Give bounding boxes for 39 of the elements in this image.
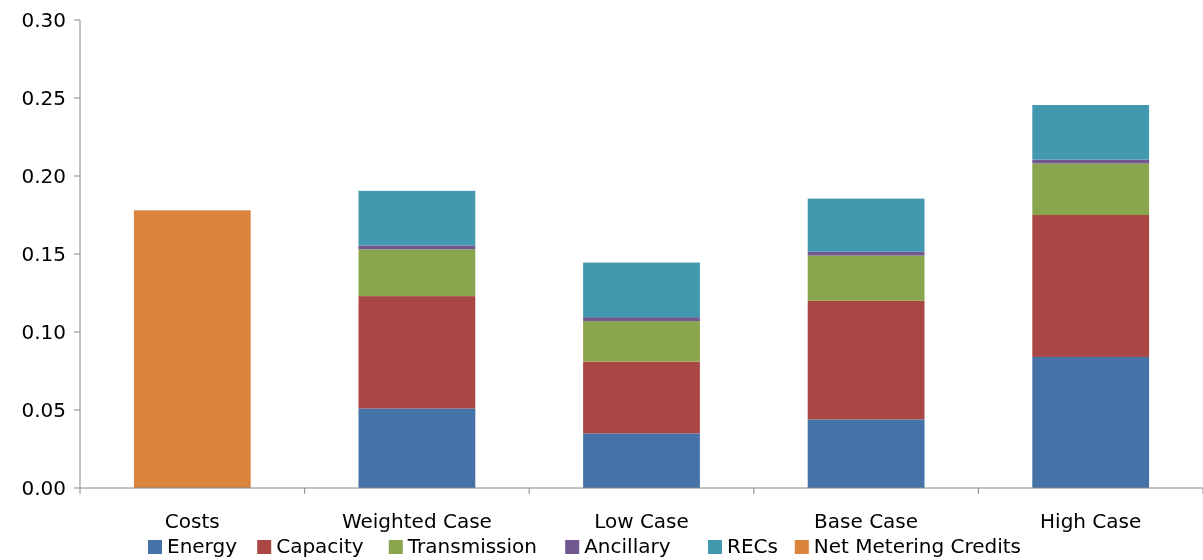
bar bbox=[583, 321, 700, 362]
bar bbox=[1032, 215, 1150, 357]
x-tick-label: Weighted Case bbox=[341, 509, 492, 533]
bar bbox=[1032, 159, 1150, 164]
bar bbox=[358, 296, 476, 409]
bar bbox=[1032, 105, 1150, 160]
bar bbox=[583, 433, 700, 488]
bar bbox=[583, 361, 700, 434]
bar bbox=[807, 255, 925, 301]
y-tick-label: 0.20 bbox=[21, 164, 66, 188]
x-tick-label: Low Case bbox=[594, 509, 689, 533]
legend-label: Ancillary bbox=[584, 534, 671, 558]
bar bbox=[133, 210, 251, 488]
y-tick-label: 0.10 bbox=[21, 320, 66, 344]
bar bbox=[1032, 356, 1150, 488]
bar bbox=[583, 317, 700, 322]
legend-label: RECs bbox=[727, 534, 778, 558]
bar bbox=[358, 190, 476, 246]
y-tick-label: 0.30 bbox=[21, 8, 66, 32]
bar bbox=[358, 245, 476, 250]
bar bbox=[358, 408, 476, 488]
y-tick-label: 0.25 bbox=[21, 86, 66, 110]
legend-label: Capacity bbox=[276, 534, 364, 558]
legend-label: Energy bbox=[167, 534, 238, 558]
x-tick-label: High Case bbox=[1040, 509, 1142, 533]
legend-label: Net Metering Credits bbox=[813, 534, 1022, 558]
bar bbox=[807, 198, 925, 252]
x-tick-label: Base Case bbox=[814, 509, 919, 533]
legend-label: Transmission bbox=[406, 534, 537, 558]
x-tick-label: Costs bbox=[164, 509, 220, 533]
y-tick-label: 0.00 bbox=[21, 476, 66, 500]
bar bbox=[358, 249, 476, 297]
bar bbox=[807, 419, 925, 488]
bar bbox=[807, 300, 925, 420]
y-tick-label: 0.05 bbox=[21, 398, 66, 422]
bar bbox=[1032, 163, 1150, 215]
y-tick-label: 0.15 bbox=[21, 242, 66, 266]
bar bbox=[583, 262, 700, 318]
bar bbox=[807, 251, 925, 256]
